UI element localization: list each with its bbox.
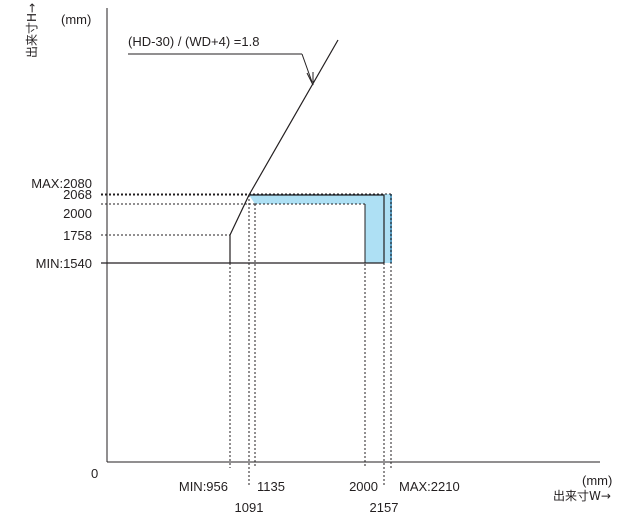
ratio-line: [248, 39, 339, 196]
labels-layer: (mm) (HD-30) / (WD+4) =1.8 0 (mm) 出来寸W→ …: [25, 3, 612, 515]
x-unit-label: (mm): [582, 473, 612, 488]
origin-label: 0: [91, 466, 98, 481]
y-axis-label: 出来寸H→: [25, 3, 39, 58]
formula-label: (HD-30) / (WD+4) =1.8: [128, 34, 259, 49]
x-tick-label-956: MIN:956: [179, 479, 228, 494]
x-tick-label-1091: 1091: [235, 500, 264, 515]
outer-boundary-line: [229, 194, 385, 263]
y-unit-label: (mm): [61, 12, 91, 27]
inner-boundary-line: [255, 203, 366, 263]
axes-layer: [106, 8, 600, 463]
x-tick-label-2000: 2000: [349, 479, 378, 494]
y-tick-label-2000: 2000: [63, 206, 92, 221]
guide-lines-layer: [101, 193, 392, 486]
x-tick-label-2157: 2157: [370, 500, 399, 515]
y-tick-label-2068: 2068: [63, 187, 92, 202]
x-tick-label-1135: 1135: [257, 479, 285, 494]
y-tick-label-2080: MAX:2080: [31, 176, 92, 191]
shaded-tolerance-region: [249, 194, 391, 263]
formula-leader-arrowhead: [306, 72, 314, 86]
y-tick-label-1540: MIN:1540: [36, 256, 92, 271]
x-tick-label-2210: MAX:2210: [399, 479, 460, 494]
x-axis-label: 出来寸W→: [553, 489, 611, 503]
y-tick-label-1758: 1758: [63, 228, 92, 243]
formula-leader-diagonal: [301, 53, 313, 83]
boundary-lines-layer: [101, 39, 385, 264]
